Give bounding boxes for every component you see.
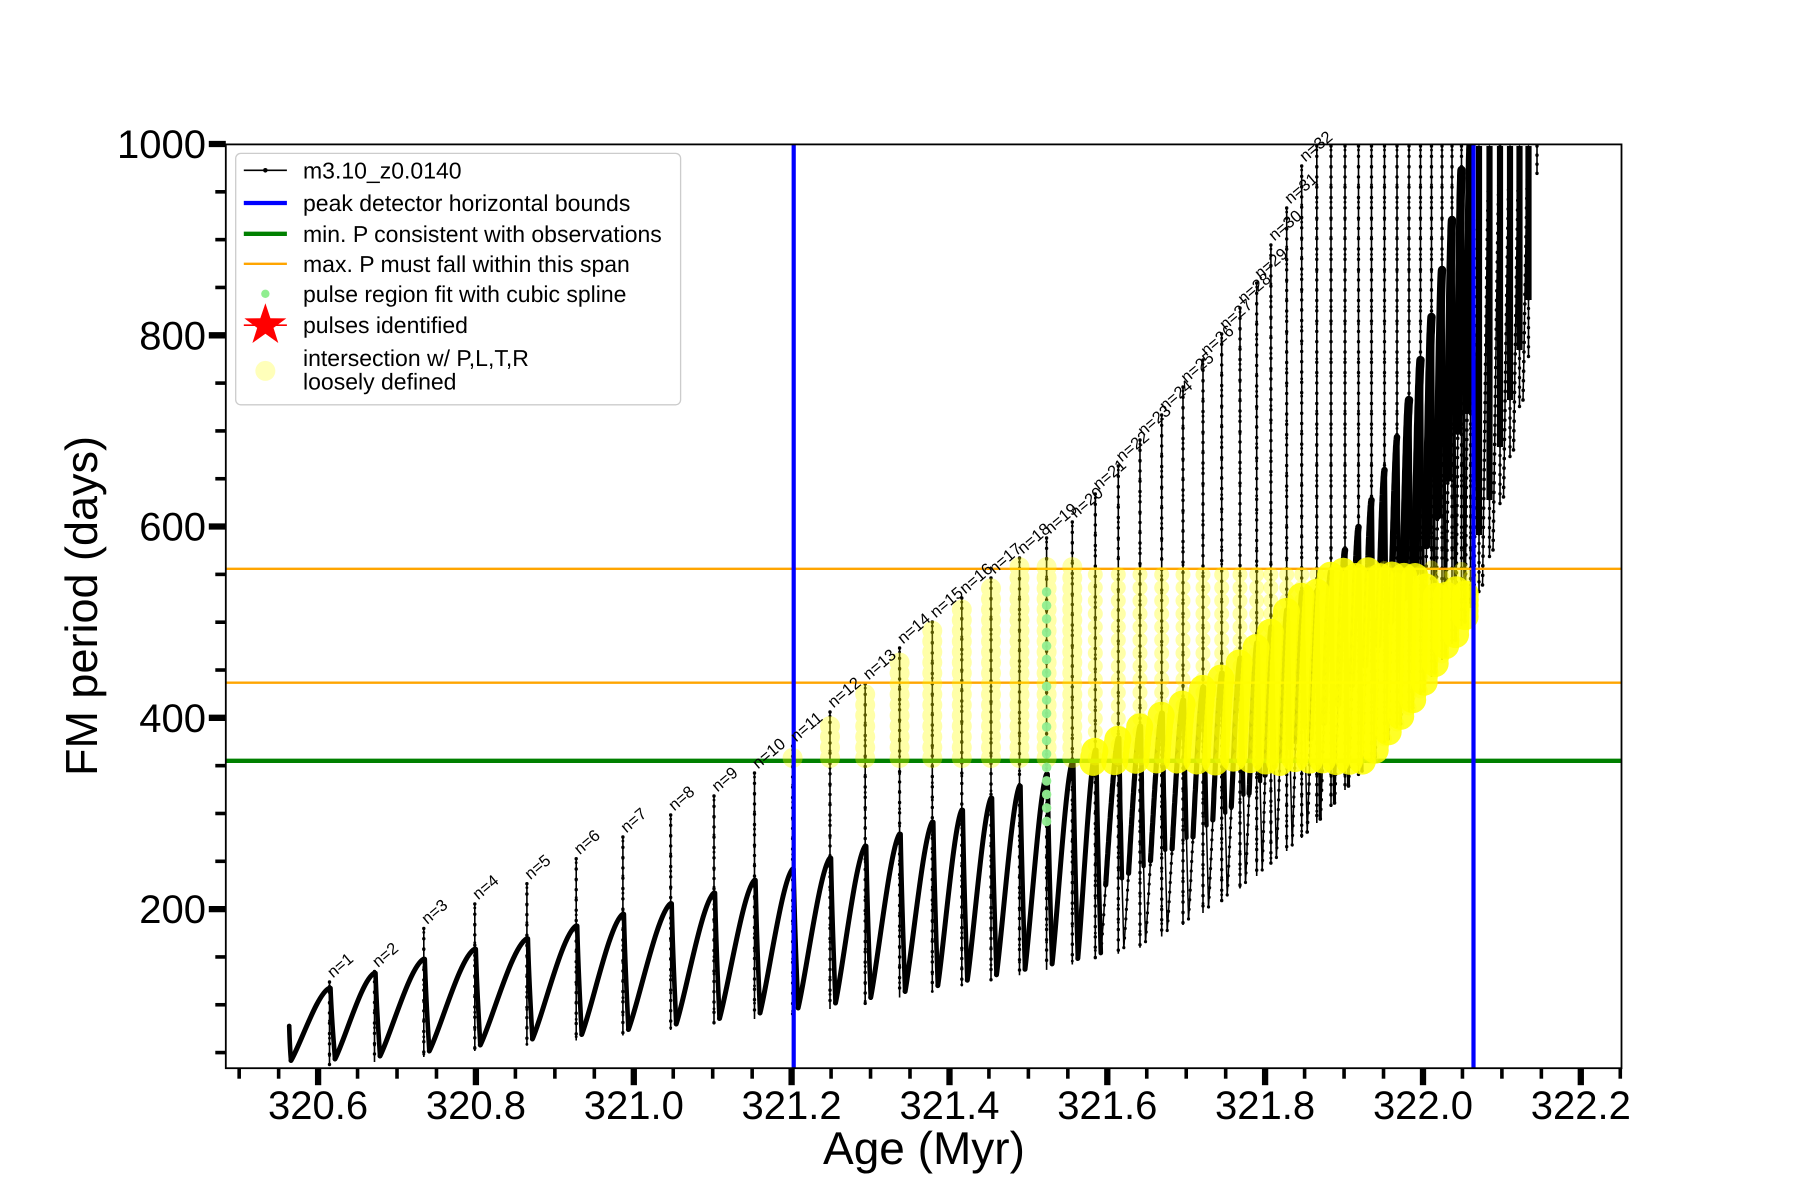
svg-text:321.4: 321.4: [899, 1084, 999, 1128]
svg-text:m3.10_z0.0140: m3.10_z0.0140: [303, 157, 462, 183]
svg-text:intersection w/ P,L,T,R: intersection w/ P,L,T,R: [303, 345, 529, 371]
svg-text:320.8: 320.8: [426, 1084, 526, 1128]
svg-text:322.2: 322.2: [1531, 1084, 1631, 1128]
svg-text:400: 400: [139, 697, 206, 741]
svg-text:600: 600: [139, 506, 206, 550]
svg-text:pulses identified: pulses identified: [303, 312, 468, 338]
svg-text:pulse region fit with cubic sp: pulse region fit with cubic spline: [303, 281, 626, 307]
svg-text:321.6: 321.6: [1057, 1084, 1157, 1128]
svg-text:320.6: 320.6: [268, 1084, 368, 1128]
svg-text:min. P consistent with observa: min. P consistent with observations: [303, 221, 662, 247]
svg-text:321.8: 321.8: [1215, 1084, 1315, 1128]
svg-text:Age (Myr): Age (Myr): [823, 1122, 1025, 1174]
svg-text:FM period (days): FM period (days): [56, 436, 107, 776]
svg-text:loosely defined: loosely defined: [303, 368, 456, 394]
svg-text:800: 800: [139, 314, 206, 358]
svg-text:max. P must fall within this s: max. P must fall within this span: [303, 251, 630, 277]
svg-text:321.2: 321.2: [742, 1084, 842, 1128]
svg-text:322.0: 322.0: [1373, 1084, 1473, 1128]
svg-text:321.0: 321.0: [584, 1084, 684, 1128]
svg-text:peak detector horizontal bound: peak detector horizontal bounds: [303, 190, 630, 216]
svg-text:1000: 1000: [117, 123, 206, 167]
svg-text:200: 200: [139, 888, 206, 932]
